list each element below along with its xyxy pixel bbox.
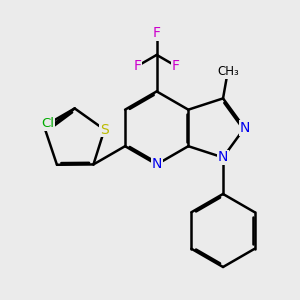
Text: N: N bbox=[218, 151, 228, 164]
Text: F: F bbox=[172, 59, 180, 73]
Text: N: N bbox=[152, 158, 162, 171]
Text: F: F bbox=[153, 26, 161, 40]
Text: F: F bbox=[134, 59, 142, 73]
Text: N: N bbox=[239, 121, 250, 135]
Text: S: S bbox=[100, 123, 109, 136]
Text: Cl: Cl bbox=[41, 117, 54, 130]
Text: CH₃: CH₃ bbox=[217, 65, 239, 78]
